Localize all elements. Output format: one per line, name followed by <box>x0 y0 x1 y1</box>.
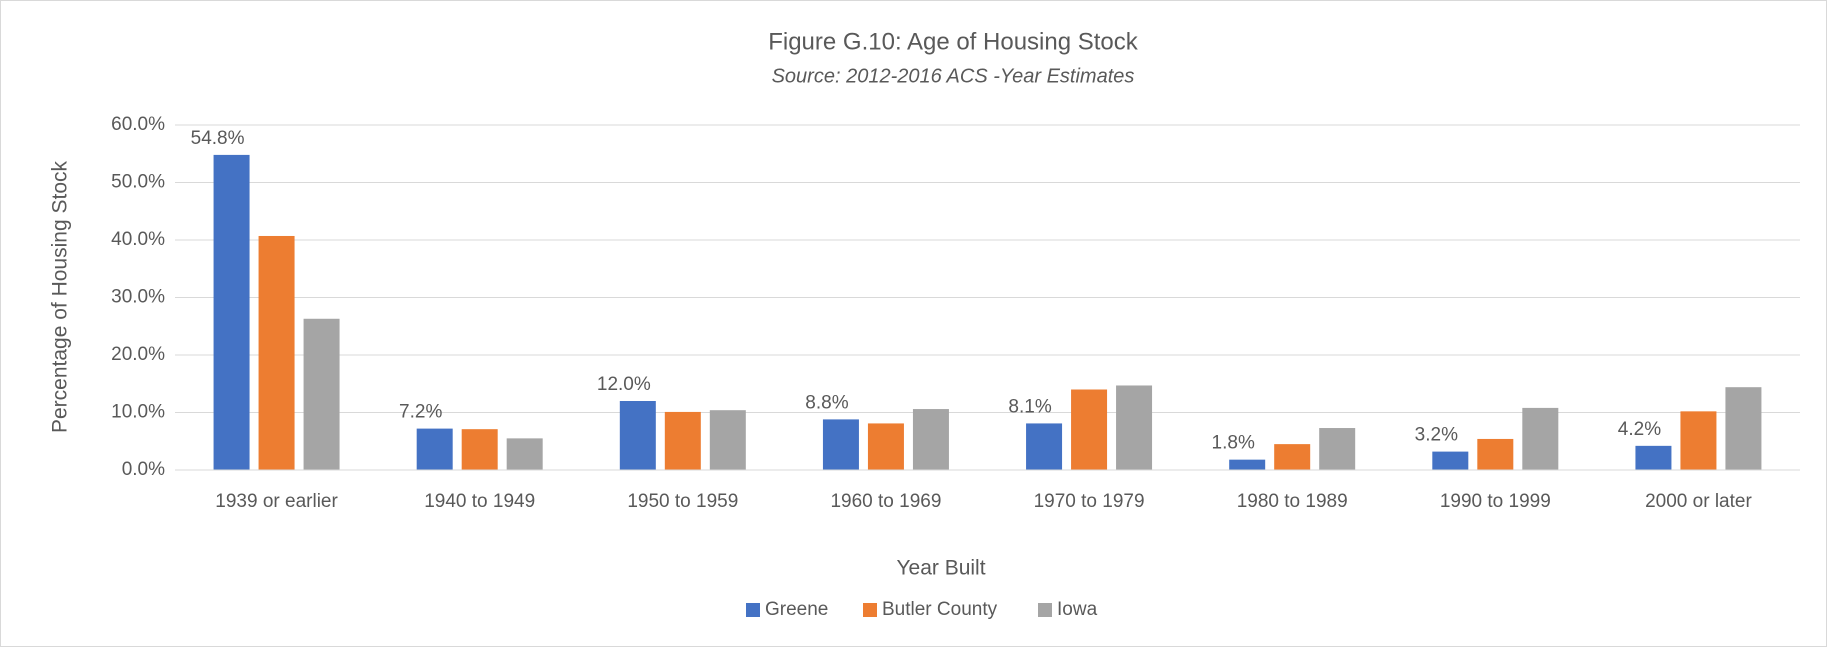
x-tick-label: 2000 or later <box>1645 491 1752 512</box>
data-label: 4.2% <box>1618 419 1661 440</box>
x-tick-label: 1970 to 1979 <box>1034 491 1145 512</box>
y-tick-label: 10.0% <box>111 402 165 423</box>
bar <box>1116 385 1153 470</box>
y-tick-label: 0.0% <box>122 459 165 480</box>
bar <box>709 410 746 470</box>
bar <box>213 154 250 470</box>
legend-label: Iowa <box>1057 599 1098 620</box>
bar <box>1432 451 1469 470</box>
legend-label: Greene <box>765 599 828 620</box>
x-tick-label: 1990 to 1999 <box>1440 491 1551 512</box>
chart-title: Figure G.10: Age of Housing Stock <box>768 28 1139 55</box>
bar <box>506 438 543 470</box>
x-axis-title: Year Built <box>896 557 985 580</box>
bar <box>1725 387 1762 470</box>
legend-swatch <box>746 603 760 617</box>
x-tick-label: 1940 to 1949 <box>424 491 535 512</box>
bar <box>258 235 295 470</box>
y-axis-title: Percentage of Housing Stock <box>49 161 72 433</box>
bar <box>1071 389 1108 470</box>
legend-swatch <box>863 603 877 617</box>
y-tick-label: 20.0% <box>111 344 165 365</box>
chart-subtitle: Source: 2012-2016 ACS -Year Estimates <box>772 65 1135 87</box>
bar <box>461 429 498 470</box>
bar <box>912 409 949 470</box>
data-label: 3.2% <box>1415 425 1458 446</box>
data-label: 1.8% <box>1212 433 1255 454</box>
y-tick-label: 60.0% <box>111 114 165 135</box>
bar <box>867 423 904 470</box>
data-label: 8.8% <box>805 392 848 413</box>
bar <box>303 318 340 470</box>
data-label: 7.2% <box>399 402 442 423</box>
bar <box>1274 444 1311 470</box>
legend-swatch <box>1038 603 1052 617</box>
y-tick-label: 50.0% <box>111 172 165 193</box>
bar <box>1680 411 1717 470</box>
bar <box>1522 407 1559 470</box>
y-tick-label: 30.0% <box>111 287 165 308</box>
bar <box>664 411 701 470</box>
bar <box>1635 445 1672 470</box>
bar <box>619 401 656 470</box>
data-label: 8.1% <box>1008 396 1051 417</box>
data-label: 54.8% <box>191 128 245 149</box>
x-tick-label: 1939 or earlier <box>215 491 338 512</box>
x-tick-label: 1950 to 1959 <box>627 491 738 512</box>
bar <box>1477 438 1514 470</box>
legend-label: Butler County <box>882 599 998 620</box>
data-label: 12.0% <box>597 374 651 395</box>
x-tick-label: 1980 to 1989 <box>1237 491 1348 512</box>
bar <box>822 419 859 470</box>
bar <box>1026 423 1063 470</box>
bar <box>416 428 453 470</box>
bar <box>1229 459 1266 470</box>
y-tick-label: 40.0% <box>111 229 165 250</box>
x-tick-label: 1960 to 1969 <box>830 491 941 512</box>
bar <box>1319 428 1356 470</box>
